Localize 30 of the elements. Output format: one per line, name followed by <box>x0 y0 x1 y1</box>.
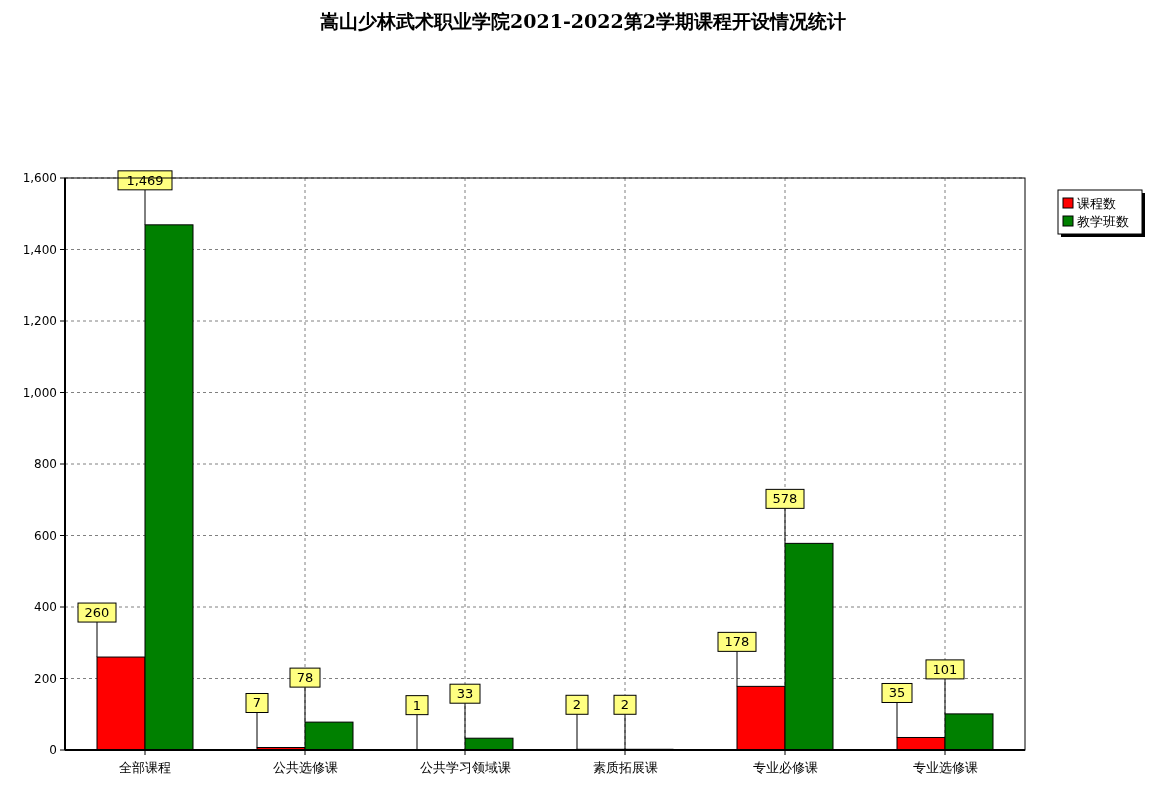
y-tick-label: 1,400 <box>22 242 57 257</box>
data-label: 7 <box>252 695 262 711</box>
data-label: 260 <box>84 605 110 621</box>
y-tick-label: 800 <box>34 457 57 471</box>
data-label: 2 <box>620 697 630 713</box>
x-tick-label: 素质拓展课 <box>592 760 658 775</box>
x-tick-label: 公共学习领域课 <box>419 760 511 775</box>
data-label: 1 <box>412 697 422 713</box>
legend-label: 课程数 <box>1077 196 1116 211</box>
x-tick-label: 专业必修课 <box>752 760 818 775</box>
y-tick-label: 1,200 <box>22 314 57 328</box>
x-tick-label: 全部课程 <box>119 760 171 775</box>
legend-label: 教学班数 <box>1077 214 1129 229</box>
x-tick-label: 专业选修课 <box>912 760 978 775</box>
data-label: 178 <box>724 634 750 650</box>
data-label: 2 <box>572 697 582 713</box>
y-tick-label: 200 <box>34 671 57 686</box>
y-tick-label: 400 <box>34 600 57 614</box>
x-tick-label: 公共选修课 <box>272 760 338 775</box>
data-label: 1,469 <box>126 172 164 188</box>
data-label: 101 <box>932 661 958 677</box>
y-tick-label: 0 <box>49 743 57 757</box>
data-label: 35 <box>888 685 906 701</box>
data-label: 78 <box>296 670 314 686</box>
chart-title: 嵩山少林武术职业学院2021-2022第2学期课程开设情况统计 <box>320 10 846 32</box>
y-tick-label: 1,600 <box>22 171 57 185</box>
data-label: 578 <box>772 491 798 507</box>
y-tick-label: 1,000 <box>22 385 57 400</box>
data-label: 33 <box>456 686 474 702</box>
y-tick-label: 600 <box>34 528 57 543</box>
